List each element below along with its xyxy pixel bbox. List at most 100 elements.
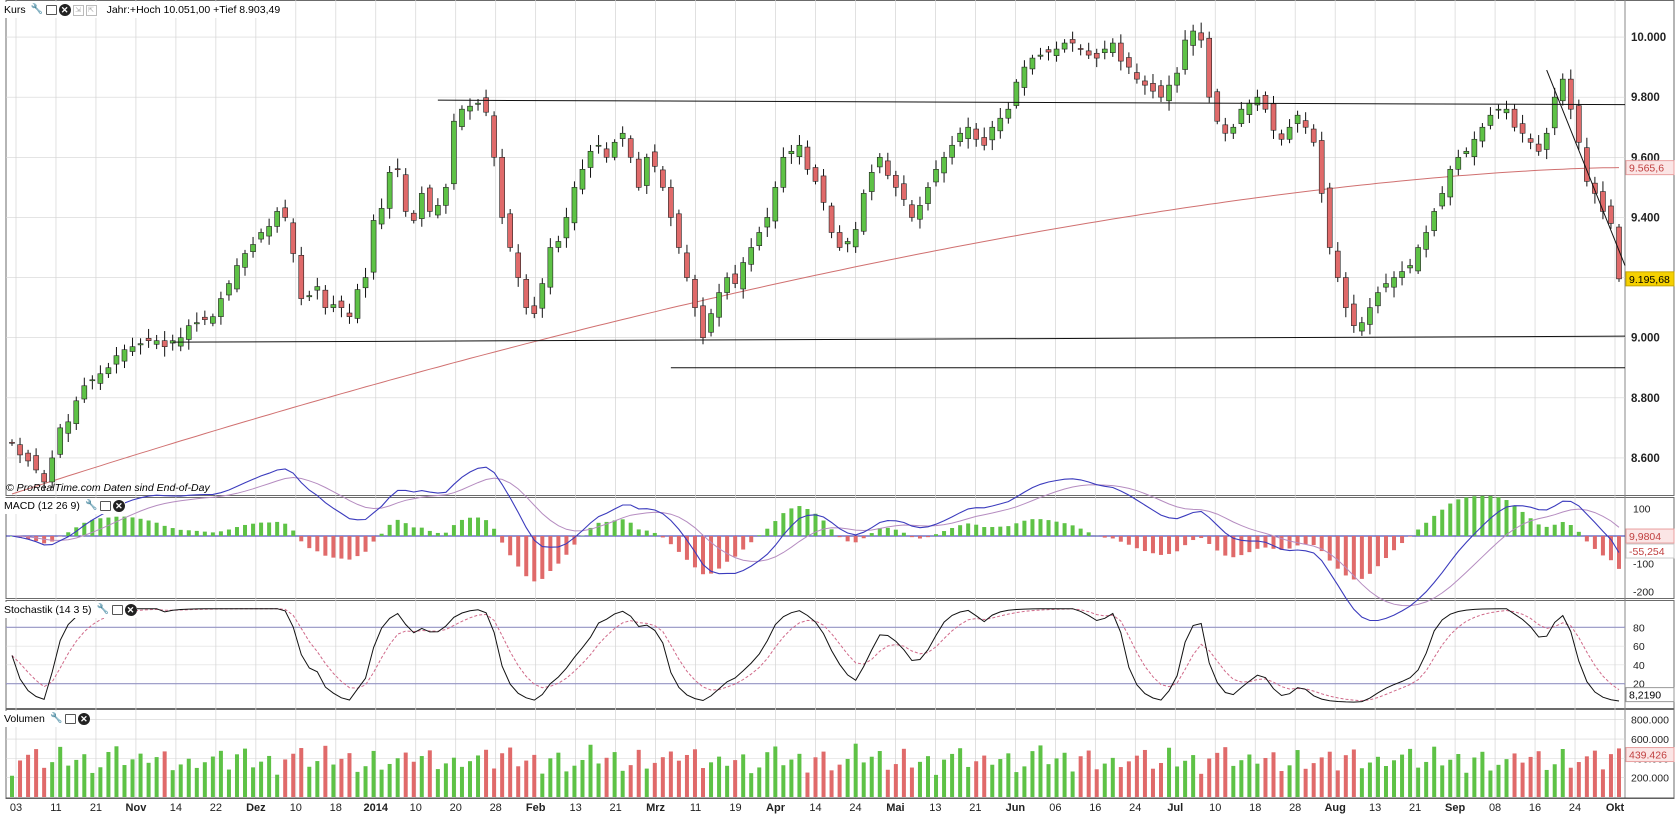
macd-hist-bar (1279, 536, 1284, 551)
macd-hist-bar (1400, 536, 1405, 544)
close-icon[interactable]: ✕ (124, 604, 137, 616)
macd-hist-bar (427, 530, 432, 537)
window-icon[interactable] (64, 714, 76, 724)
arrow-icon[interactable]: ⇲ (72, 4, 84, 16)
x-tick-label: Sep (1445, 802, 1465, 814)
sma-line (11, 167, 1620, 495)
volume-bar (1054, 758, 1059, 797)
candle-body (330, 304, 337, 308)
volume-bar (98, 767, 103, 797)
volume-bar (644, 768, 649, 797)
candle-body (1270, 103, 1277, 131)
volume-bar (66, 765, 71, 797)
macd-hist-bar (845, 536, 850, 542)
volume-bar (114, 746, 119, 797)
volume-bar (90, 772, 95, 797)
volume-bar (1183, 760, 1188, 797)
window-icon[interactable] (45, 5, 57, 15)
volume-bar (620, 770, 625, 797)
candle-body (1174, 72, 1180, 86)
candle-body (1190, 30, 1196, 46)
candle-body (804, 146, 811, 170)
macd-hist-bar (355, 536, 360, 557)
candle-body (732, 273, 738, 284)
stoch-panel-header: Stochastik (14 3 5) 🔧 ✕ (4, 602, 137, 618)
candle-body (844, 241, 851, 245)
macd-hist-bar (194, 530, 199, 537)
macd-hist-bar (419, 527, 424, 537)
wrench-icon[interactable]: 🔧 (50, 713, 63, 724)
candle-body (226, 283, 232, 296)
macd-hist-bar (122, 516, 127, 537)
volume-bar (1367, 762, 1372, 797)
volume-bar (628, 765, 633, 797)
close-icon[interactable]: ✕ (77, 713, 90, 725)
wrench-icon[interactable]: 🔧 (96, 604, 110, 615)
volume-bar (1464, 772, 1469, 797)
candle-body (1567, 78, 1574, 110)
candle-body (748, 247, 755, 265)
candle-body (1302, 120, 1309, 128)
volume-bar (733, 760, 738, 797)
volume-bar (387, 763, 392, 797)
volume-bar (596, 763, 601, 797)
macd-hist-bar (106, 517, 111, 537)
x-tick-label: 13 (1369, 802, 1381, 814)
candle-body (49, 457, 55, 483)
volume-bar (1030, 751, 1035, 797)
x-tick-label: Aug (1324, 802, 1345, 814)
candle-body (828, 205, 835, 233)
volume-bar (861, 762, 866, 797)
candle-body (1150, 83, 1156, 92)
window-icon[interactable] (99, 501, 111, 511)
volume-bar (1134, 755, 1139, 797)
volume-bar (1504, 759, 1509, 797)
volume-bar (1175, 766, 1180, 797)
volume-bar (1608, 754, 1613, 797)
macd-panel-title: MACD (12 26 9) (4, 500, 80, 512)
volume-bar (1142, 749, 1147, 797)
candle-body (1326, 187, 1333, 248)
macd-hist-bar (218, 531, 223, 537)
volume-bar (492, 768, 497, 797)
candle-body (587, 150, 594, 168)
candle-body (523, 279, 530, 308)
volume-bar (82, 754, 87, 797)
macd-hist-bar (1416, 529, 1421, 537)
candle-body (756, 232, 763, 246)
volume-bar (869, 756, 874, 797)
macd-hist-bar (612, 520, 617, 537)
volume-bar (1617, 748, 1621, 797)
arrow-icon[interactable]: ⇱ (85, 4, 97, 16)
volume-bar (291, 753, 296, 797)
macd-hist-bar (90, 519, 95, 537)
close-icon[interactable]: ✕ (58, 4, 71, 16)
volume-bar (331, 764, 336, 797)
wrench-icon[interactable]: 🔧 (30, 4, 44, 15)
volume-bar (1488, 770, 1493, 797)
candle-body (611, 141, 618, 158)
volume-bar (283, 759, 288, 797)
candle-body (306, 295, 313, 298)
macd-hist-bar (114, 516, 119, 537)
macd-hist-bar (974, 524, 979, 537)
candle-body (1222, 124, 1229, 134)
window-icon[interactable] (111, 605, 123, 615)
macd-hist-bar (901, 532, 906, 537)
close-icon[interactable]: ✕ (112, 500, 125, 512)
candle-body (595, 144, 602, 147)
macd-hist-bar (1440, 509, 1445, 537)
candle-body (234, 265, 240, 290)
volume-bar (1263, 757, 1268, 797)
candle-body (949, 144, 955, 158)
price-range-info: Jahr:+Hoch 10.051,00 +Tief 8.903,49 (106, 4, 281, 16)
macd-hist-bar (773, 521, 778, 537)
volume-bar (226, 769, 231, 797)
volume-bar (717, 756, 722, 797)
candle-body (1439, 193, 1446, 207)
volume-bar (1223, 747, 1228, 797)
wrench-icon[interactable]: 🔧 (85, 500, 98, 511)
volume-bar (379, 769, 384, 797)
macd-hist-bar (1038, 519, 1043, 537)
volume-bar (508, 747, 513, 797)
